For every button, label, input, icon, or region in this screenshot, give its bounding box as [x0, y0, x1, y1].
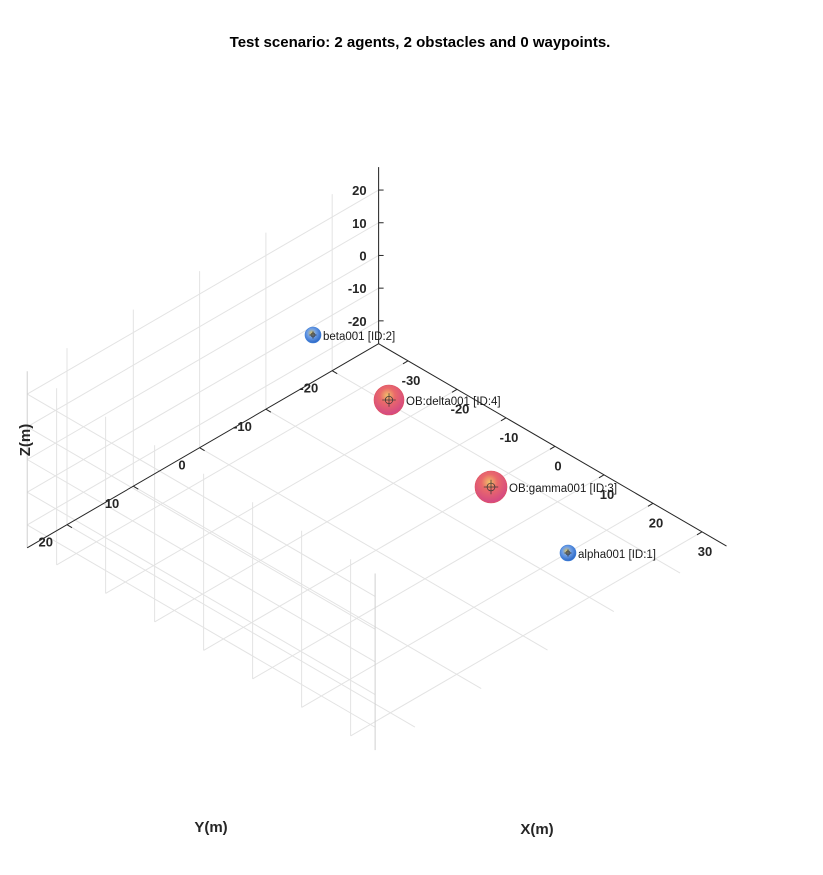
- z-tick-label: -20: [348, 314, 367, 329]
- x-axis-label: X(m): [520, 821, 553, 838]
- y-tick: [265, 408, 272, 413]
- grid-line: [26, 491, 376, 695]
- grid-line: [26, 287, 379, 493]
- axes: [26, 167, 727, 549]
- obstacle-marker: [474, 470, 508, 504]
- x-axis-line: [378, 343, 727, 547]
- x-tick-label: 0: [554, 458, 561, 473]
- grid-line: [26, 393, 376, 597]
- y-tick-label: -20: [299, 381, 318, 396]
- tick-labels: -20 -10 0 10 20 -20 -10 0 10 20 -30 -20 -10 0 10 20 30: [39, 183, 713, 559]
- x-tick-label: -20: [451, 401, 470, 416]
- x-tick-label: 30: [698, 544, 712, 559]
- object-label: OB:gamma001 [ID:3]: [509, 483, 617, 495]
- agent-marker: [559, 544, 577, 562]
- x-tick: [451, 388, 458, 393]
- grid-line: [265, 408, 615, 612]
- y-tick-label: 20: [39, 535, 53, 550]
- y-tick-label: 0: [178, 458, 185, 473]
- agent-marker: [304, 326, 322, 344]
- obstacle-marker: [373, 384, 405, 416]
- x-tick: [647, 502, 654, 507]
- y-tick: [133, 485, 139, 490]
- grid-line: [199, 447, 548, 651]
- grid-line: [252, 474, 605, 680]
- grid-line: [133, 485, 482, 689]
- z-tick-label: 0: [359, 248, 366, 263]
- object-label: beta001 [ID:2]: [323, 331, 395, 343]
- grid-line: [154, 417, 507, 623]
- grid-line: [26, 459, 376, 663]
- scenario-objects: beta001 [ID:2] OB:delta001 [ID:4] OB:gamma…: [304, 326, 656, 562]
- grid-line: [26, 320, 379, 526]
- y-tick-label: -10: [233, 419, 252, 434]
- x-tick: [402, 360, 409, 365]
- grid-line: [26, 222, 379, 428]
- y-axis-label: Y(m): [194, 819, 227, 836]
- x-tick-label: -30: [402, 373, 421, 388]
- x-tick-label: 10: [600, 487, 614, 502]
- z-axis-label: Z(m): [17, 424, 34, 457]
- z-tick-label: 20: [352, 183, 366, 198]
- x-tick-label: -10: [500, 430, 519, 445]
- y-tick-label: 10: [105, 496, 119, 511]
- grid-line: [301, 502, 654, 708]
- z-tick-label: 10: [352, 216, 366, 231]
- grid-line: [56, 360, 409, 566]
- object-label: alpha001 [ID:1]: [578, 549, 656, 561]
- z-tick-label: -10: [348, 281, 367, 296]
- x-tick: [549, 445, 556, 450]
- grid-line: [105, 388, 458, 594]
- grid-line: [26, 189, 379, 395]
- grid-line: [26, 426, 376, 630]
- object-label: OB:delta001 [ID:4]: [406, 396, 501, 408]
- chart-title: Test scenario: 2 agents, 2 obstacles and…: [230, 34, 611, 51]
- grid-line: [350, 531, 703, 737]
- y-axis-line: [26, 343, 379, 549]
- grid-lines: [26, 167, 703, 751]
- grid-line: [26, 255, 379, 460]
- x-tick: [696, 531, 703, 536]
- y-tick: [199, 447, 205, 452]
- x-tick-label: 20: [649, 515, 663, 530]
- grid-line: [66, 524, 416, 728]
- y-tick: [331, 370, 338, 375]
- grid-line: [26, 524, 376, 728]
- x-tick: [598, 474, 605, 479]
- y-tick: [66, 524, 73, 529]
- x-tick: [500, 417, 507, 422]
